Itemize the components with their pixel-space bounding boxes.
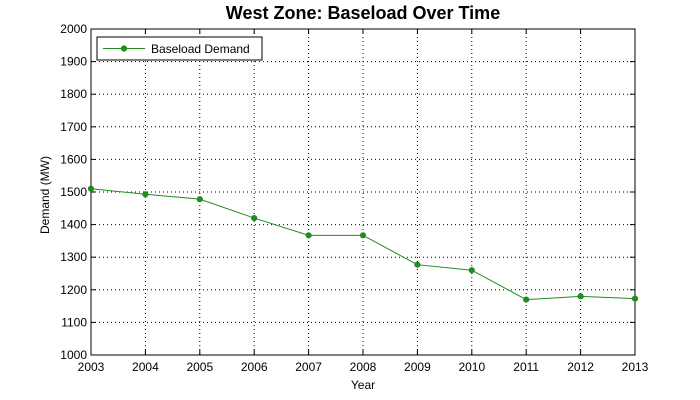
chart-title: West Zone: Baseload Over Time xyxy=(226,3,500,23)
y-tick-label: 1500 xyxy=(60,185,87,199)
x-tick-label: 2003 xyxy=(78,360,105,374)
data-point xyxy=(87,185,95,192)
data-point xyxy=(196,196,203,203)
x-tick-label: 2006 xyxy=(241,360,268,374)
data-point xyxy=(414,261,421,268)
data-point xyxy=(251,214,258,222)
legend: Baseload Demand xyxy=(96,36,263,61)
y-tick-label: 1000 xyxy=(60,348,87,362)
data-point xyxy=(523,296,530,303)
x-tick-label: 2013 xyxy=(622,360,649,374)
x-tick-label: 2012 xyxy=(567,360,594,374)
x-tick-label: 2011 xyxy=(513,360,539,374)
y-axis-label: Demand (MW) xyxy=(38,156,52,234)
y-tick-label: 1900 xyxy=(60,55,87,69)
data-point xyxy=(305,232,312,239)
legend-box xyxy=(96,36,263,61)
y-tick-label: 1100 xyxy=(61,315,87,329)
x-axis-label: Year xyxy=(351,378,375,392)
data-point xyxy=(468,267,475,274)
y-tick-label: 1400 xyxy=(60,218,87,232)
y-tick-label: 1800 xyxy=(60,87,87,101)
y-tick-label: 1200 xyxy=(60,283,87,297)
data-point xyxy=(142,191,149,198)
axis-ticks: 2003 2004 2005 2006 2007 2008 2009 2010 2011 2012… xyxy=(60,22,648,374)
x-tick-label: 2005 xyxy=(186,360,213,374)
data-point xyxy=(631,295,639,302)
y-tick-label: 1700 xyxy=(60,120,87,134)
legend-label: Baseload Demand xyxy=(151,42,250,56)
x-tick-label: 2008 xyxy=(350,360,377,374)
data-point xyxy=(577,293,584,300)
x-tick-label: 2007 xyxy=(295,360,322,374)
x-tick-label: 2010 xyxy=(458,360,485,374)
x-tick-label: 2009 xyxy=(404,360,431,374)
x-tick-label: 2004 xyxy=(132,360,159,374)
y-tick-label: 1300 xyxy=(60,250,87,264)
y-tick-label: 1600 xyxy=(60,152,87,166)
grid-lines xyxy=(91,29,635,355)
data-series xyxy=(87,185,639,303)
y-tick-label: 2000 xyxy=(60,22,87,36)
legend-marker xyxy=(120,45,128,52)
data-point xyxy=(359,232,367,239)
